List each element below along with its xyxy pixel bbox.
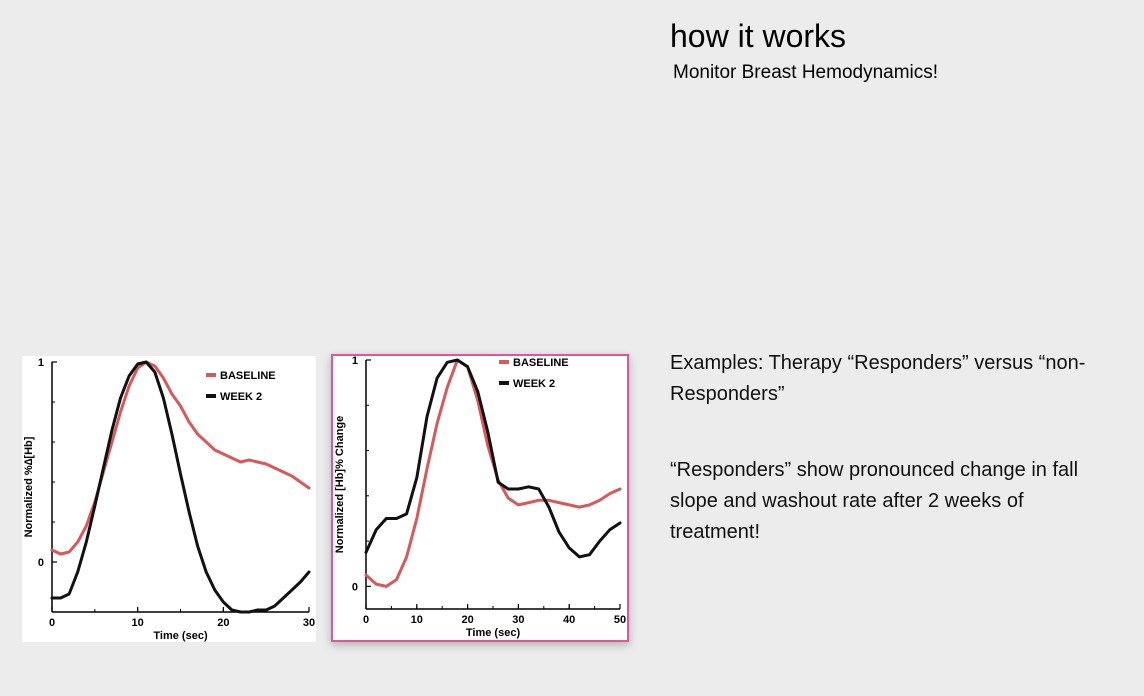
x-axis-label: Time (sec) xyxy=(466,627,521,639)
series-line-week-2 xyxy=(364,358,622,559)
x-tick-label: 20 xyxy=(461,614,473,626)
y-tick-label: 1 xyxy=(38,357,44,369)
series-line-baseline xyxy=(364,358,622,588)
chart-panel-left: 0 10 20 30 0 1 Time (sec) Normalized %∆[Hb] BASE… xyxy=(22,356,316,642)
legend-label: BASELINE xyxy=(220,370,276,382)
responders-text: “Responders” show pronounced change in f… xyxy=(670,459,1079,543)
y-tick-label: 1 xyxy=(352,356,358,367)
y-axis-label: Normalized %∆[Hb] xyxy=(23,436,35,537)
legend-label: WEEK 2 xyxy=(513,378,555,390)
x-tick-label: 0 xyxy=(49,617,55,629)
x-tick-label: 20 xyxy=(217,617,229,629)
series-line-week-2 xyxy=(50,360,311,614)
x-tick-label: 30 xyxy=(512,614,524,626)
x-tick-label: 30 xyxy=(303,617,315,629)
x-tick-label: 50 xyxy=(614,614,626,626)
legend-label: WEEK 2 xyxy=(220,391,262,403)
slide-subtitle: Monitor Breast Hemodynamics! xyxy=(673,62,939,83)
chart-right: 0 10 20 30 40 50 0 1 Time (sec) Normalized [Hb]% … xyxy=(334,356,626,639)
y-axis-label: Normalized [Hb]% Change xyxy=(334,416,346,554)
chart-left: 0 10 20 30 0 1 Time (sec) Normalized %∆[Hb] BASE… xyxy=(23,357,315,642)
legend-label: BASELINE xyxy=(513,357,569,369)
y-tick-label: 0 xyxy=(38,557,44,569)
slide-title: how it works xyxy=(670,18,847,54)
chart-panel-right: 0 10 20 30 40 50 0 1 Time (sec) Normalized [Hb]% … xyxy=(331,354,629,642)
x-tick-label: 10 xyxy=(132,617,144,629)
x-tick-label: 40 xyxy=(563,614,575,626)
examples-text: Examples: Therapy “Responders” versus “n… xyxy=(670,352,1086,405)
x-tick-label: 0 xyxy=(363,614,369,626)
y-tick-label: 0 xyxy=(352,581,358,593)
x-axis-label: Time (sec) xyxy=(153,630,208,642)
x-tick-label: 10 xyxy=(411,614,423,626)
